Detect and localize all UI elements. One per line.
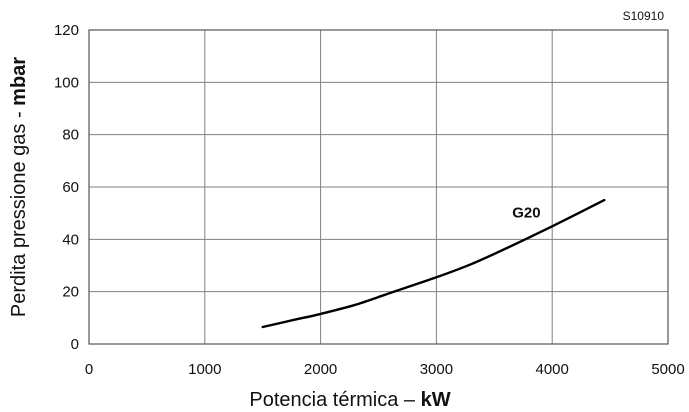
y-tick-label: 60 bbox=[62, 179, 79, 196]
y-tick-label: 120 bbox=[54, 22, 79, 39]
x-tick-label: 3000 bbox=[420, 361, 453, 378]
y-axis-title-unit: mbar bbox=[8, 57, 30, 106]
y-axis-title-text: Perdita pressione gas - bbox=[8, 106, 30, 317]
y-tick-label: 0 bbox=[71, 336, 79, 353]
x-tick-label: 4000 bbox=[536, 361, 569, 378]
x-tick-label: 1000 bbox=[188, 361, 221, 378]
y-tick-label: 100 bbox=[54, 74, 79, 91]
y-axis-ticks: 0 20 40 60 80 100 120 bbox=[54, 22, 79, 353]
x-axis-ticks: 0 1000 2000 3000 4000 5000 bbox=[85, 361, 685, 378]
y-axis-title: Perdita pressione gas - mbar bbox=[8, 57, 30, 317]
series-label: G20 bbox=[512, 205, 540, 222]
plot-frame bbox=[88, 29, 669, 345]
series-group: G20 bbox=[261, 198, 606, 329]
y-tick-label: 80 bbox=[62, 127, 79, 144]
y-tick-label: 40 bbox=[62, 231, 79, 248]
x-axis-title-text: Potencia térmica – bbox=[249, 389, 420, 411]
x-tick-label: 5000 bbox=[651, 361, 684, 378]
figure-code: S10910 bbox=[623, 9, 665, 23]
x-axis-title-unit: kW bbox=[421, 389, 451, 411]
x-axis-title: Potencia térmica – kW bbox=[249, 389, 450, 411]
x-tick-label: 2000 bbox=[304, 361, 337, 378]
series-line-g20 bbox=[261, 198, 606, 329]
y-tick-label: 20 bbox=[62, 284, 79, 301]
x-tick-label: 0 bbox=[85, 361, 93, 378]
